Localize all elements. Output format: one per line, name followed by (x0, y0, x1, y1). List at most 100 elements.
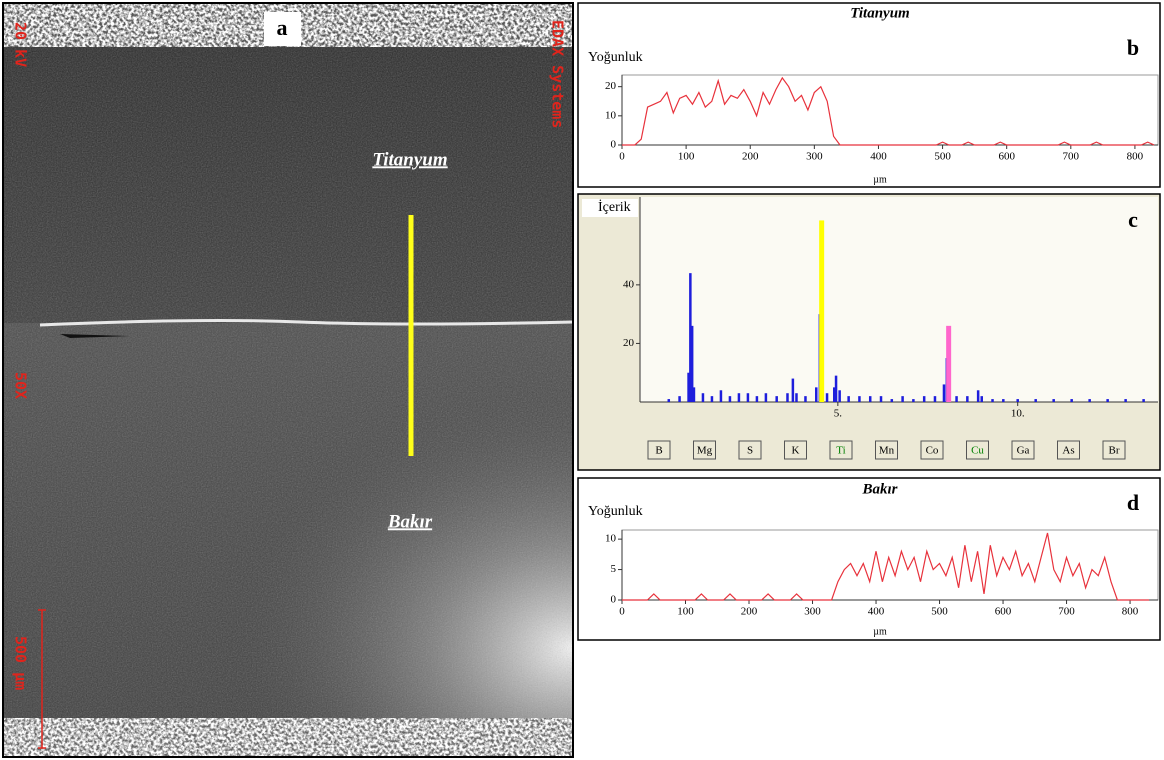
y-axis-label: İçerik (598, 199, 631, 215)
spectrum-peak (966, 396, 969, 402)
element-button-label[interactable]: Ga (1017, 445, 1030, 457)
element-button-label[interactable]: B (655, 445, 662, 457)
spectrum-peak (955, 396, 958, 402)
spectrum-peak (826, 393, 829, 402)
panel-label: a (277, 15, 288, 40)
y-tick-label: 0 (611, 139, 617, 151)
spectrum-peak (1142, 399, 1145, 402)
chart-title: Bakır (861, 481, 897, 497)
y-axis-label: Yoğunluk (588, 50, 643, 65)
spectrum-peak (912, 399, 915, 402)
x-tick-label: 300 (806, 151, 823, 163)
element-button-label[interactable]: S (747, 445, 753, 457)
y-tick-label: 40 (623, 278, 635, 290)
spectrum-peak (738, 393, 741, 402)
spectrum-peak (980, 396, 983, 402)
spectrum-peak (869, 396, 872, 402)
element-button-label[interactable]: Mn (879, 445, 895, 457)
spectrum-peak (756, 396, 759, 402)
plot-area (640, 197, 1158, 402)
spectrum-peak (847, 396, 850, 402)
spectrum-peak (838, 390, 841, 402)
spectrum-peak (792, 379, 795, 402)
spectrum-peak (858, 396, 861, 402)
element-button-label[interactable]: Co (926, 445, 939, 457)
spectrum-peak (747, 393, 750, 402)
x-tick-label: 400 (870, 151, 887, 163)
spectrum-peak (775, 396, 778, 402)
y-tick-label: 5 (611, 563, 617, 575)
element-button-label[interactable]: Br (1109, 445, 1120, 457)
spectrum-peak (946, 326, 951, 402)
system-label: EDAX Systems (549, 20, 567, 128)
bottom-edge-texture (3, 718, 573, 758)
x-tick-label: 10. (1011, 408, 1025, 420)
y-tick-label: 20 (623, 337, 635, 349)
element-button-label[interactable]: K (792, 445, 800, 457)
spectrum-peak (835, 376, 838, 402)
spectrum-peak (668, 399, 671, 402)
spectrum-peak (977, 390, 980, 402)
y-tick-label: 10 (605, 109, 617, 121)
x-tick-label: 600 (998, 151, 1015, 163)
x-tick-label: 0 (619, 151, 625, 163)
spectrum-peak (943, 384, 946, 402)
spectrum-peak (720, 390, 723, 402)
spectrum-peak (1124, 399, 1127, 402)
spectrum-peak (693, 387, 696, 402)
spectrum-peak (891, 399, 894, 402)
x-tick-label: 200 (742, 151, 759, 163)
sem-image: 20 kV EDAX Systems 50X 500 µm a Titanyum… (3, 3, 573, 758)
spectrum-peak (1052, 399, 1055, 402)
spectrum-peak (786, 393, 789, 402)
spectrum-peak (819, 220, 824, 402)
voltage-label: 20 kV (12, 22, 30, 67)
spectrum-peak (1088, 399, 1091, 402)
x-tick-label: 100 (677, 606, 694, 618)
element-button-label[interactable]: Mg (697, 445, 713, 457)
x-tick-label: 200 (741, 606, 758, 618)
page: 20 kV EDAX Systems 50X 500 µm a Titanyum… (0, 0, 1164, 760)
spectrum-peak (765, 393, 768, 402)
y-tick-label: 10 (605, 533, 617, 545)
x-tick-label: 600 (995, 606, 1012, 618)
x-tick-label: 800 (1127, 151, 1144, 163)
spectrum-peak (901, 396, 904, 402)
panel-label: b (1127, 35, 1139, 60)
element-button-label[interactable]: Ti (836, 445, 845, 457)
element-button-label[interactable]: Cu (971, 445, 984, 457)
x-tick-label: 500 (934, 151, 951, 163)
x-tick-label: 300 (804, 606, 821, 618)
spectrum-peak (991, 399, 994, 402)
figure: 20 kV EDAX Systems 50X 500 µm a Titanyum… (0, 0, 1164, 760)
spectrum-peak (711, 396, 714, 402)
y-tick-label: 0 (611, 594, 617, 606)
panel-label: d (1127, 490, 1139, 515)
spectrum-peak (795, 393, 798, 402)
element-button-label[interactable]: As (1062, 445, 1074, 457)
x-axis-label: µm (873, 174, 887, 185)
chart-title: Titanyum (850, 5, 909, 21)
x-tick-label: 500 (931, 606, 948, 618)
spectrum-peak (1106, 399, 1109, 402)
magnification-label: 50X (12, 372, 30, 399)
spectrum-peak (1002, 399, 1005, 402)
spectrum-peak (815, 387, 818, 402)
spectrum-peak (880, 396, 883, 402)
spectrum-peak (1070, 399, 1073, 402)
spectrum-peak (729, 396, 732, 402)
panel-label: c (1128, 207, 1138, 232)
x-tick-label: 800 (1122, 606, 1139, 618)
x-tick-label: 100 (678, 151, 695, 163)
scale-label: 500 µm (12, 636, 30, 690)
x-tick-label: 400 (868, 606, 885, 618)
spectrum-peak (1034, 399, 1037, 402)
spectrum-peak (804, 396, 807, 402)
spectrum-peak (934, 396, 937, 402)
x-tick-label: 700 (1058, 606, 1075, 618)
x-axis-label: µm (873, 626, 887, 637)
region-label: Bakır (387, 511, 433, 532)
spectrum-peak (678, 396, 681, 402)
y-axis-label: Yoğunluk (588, 504, 643, 519)
region-label: Titanyum (372, 149, 447, 170)
